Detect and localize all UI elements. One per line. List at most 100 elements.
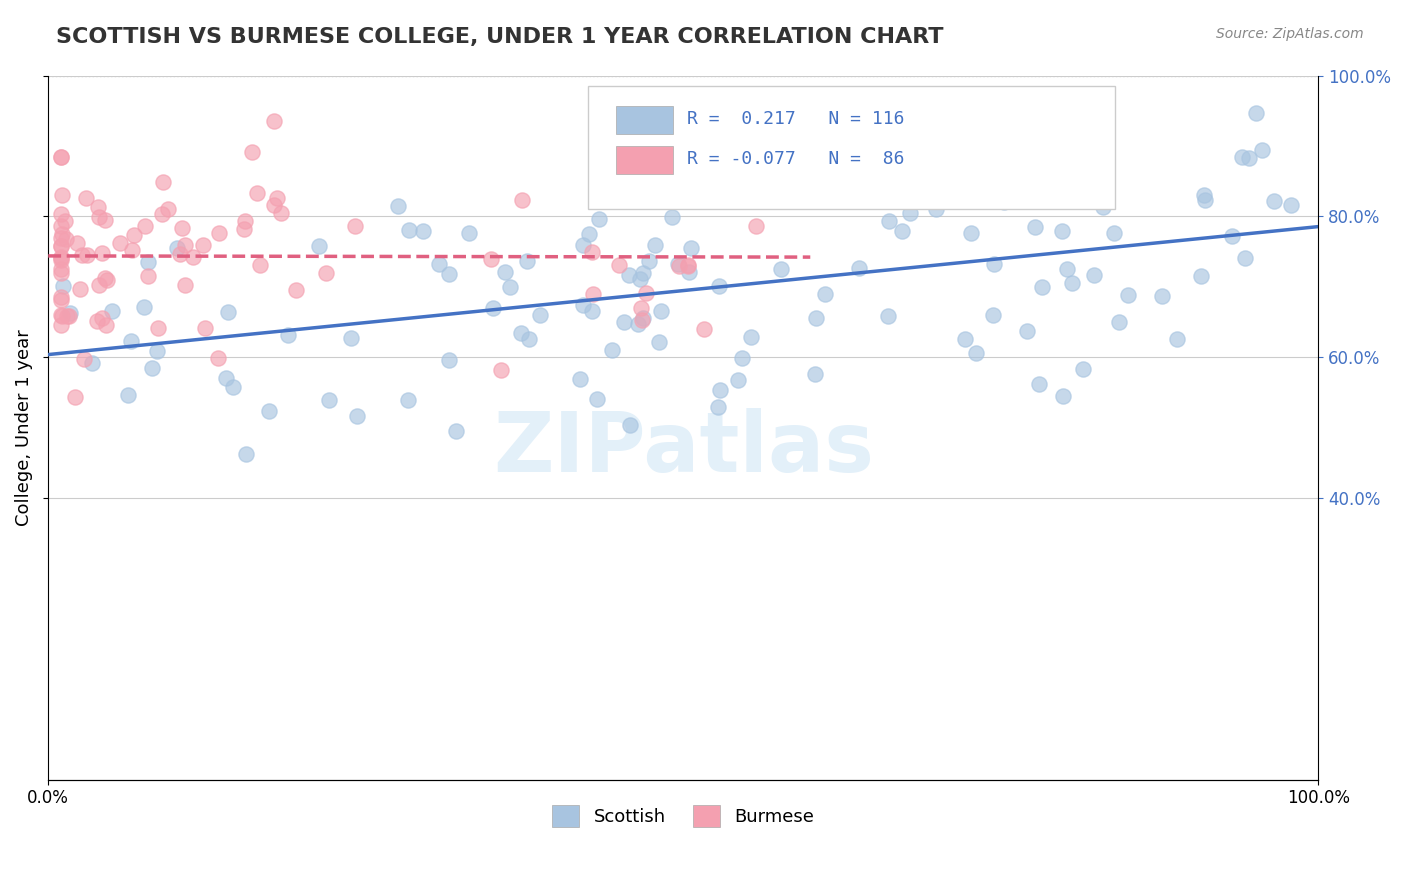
Point [49, 238, 72, 252]
Point [169, 247, 191, 261]
Point [257, 404, 280, 418]
Point [69, 282, 91, 296]
Point [666, 257, 689, 271]
Point [266, 191, 288, 205]
Point [194, 321, 217, 335]
Text: R =  0.217   N = 116: R = 0.217 N = 116 [688, 111, 904, 128]
Point [166, 242, 188, 256]
Point [173, 277, 195, 292]
Point [49, 290, 72, 304]
Point [59, 306, 82, 320]
Point [516, 254, 538, 268]
Point [925, 202, 948, 216]
Point [569, 372, 592, 386]
Point [499, 280, 522, 294]
Point [277, 328, 299, 343]
Point [676, 258, 699, 272]
Point [1108, 315, 1130, 329]
Point [53, 214, 76, 228]
Point [49, 261, 72, 276]
Point [1150, 289, 1173, 303]
Point [581, 244, 603, 259]
Point [1052, 389, 1074, 403]
Point [344, 219, 367, 234]
Point [877, 214, 900, 228]
Point [1031, 279, 1053, 293]
Point [607, 258, 630, 272]
Text: ZIPatlas: ZIPatlas [492, 409, 873, 489]
Point [427, 257, 450, 271]
Point [1104, 226, 1126, 240]
Point [444, 424, 467, 438]
Point [517, 333, 540, 347]
Point [346, 409, 368, 423]
Bar [616, 146, 673, 174]
Point [678, 259, 700, 273]
Point [49, 150, 72, 164]
Point [731, 351, 754, 366]
Point [52, 278, 75, 293]
Point [270, 205, 292, 219]
Point [51, 227, 73, 241]
Point [87, 210, 110, 224]
Point [49, 318, 72, 332]
Point [49, 293, 72, 308]
Point [49, 253, 72, 268]
Point [1192, 188, 1215, 202]
Point [709, 383, 731, 397]
Point [141, 360, 163, 375]
Point [75, 191, 97, 205]
Point [529, 309, 551, 323]
Y-axis label: College, Under 1 year: College, Under 1 year [15, 329, 32, 526]
Point [1071, 361, 1094, 376]
Point [233, 222, 256, 236]
Point [1017, 324, 1039, 338]
Point [993, 194, 1015, 209]
Point [1244, 105, 1267, 120]
Point [898, 206, 921, 220]
Point [571, 237, 593, 252]
Point [73, 351, 96, 366]
Point [94, 318, 117, 332]
Point [222, 380, 245, 394]
Point [814, 286, 837, 301]
Point [1237, 151, 1260, 165]
Point [51, 188, 73, 202]
Point [285, 283, 308, 297]
Point [1052, 223, 1074, 237]
Point [482, 301, 505, 316]
Point [1234, 251, 1257, 265]
Legend: Scottish, Burmese: Scottish, Burmese [546, 797, 821, 834]
Point [1189, 269, 1212, 284]
Point [908, 187, 931, 202]
Point [1230, 150, 1253, 164]
Point [66, 236, 89, 251]
Point [55, 232, 77, 246]
Point [942, 133, 965, 147]
Point [1091, 200, 1114, 214]
Point [644, 237, 666, 252]
Point [398, 223, 420, 237]
Point [457, 227, 479, 241]
Point [90, 245, 112, 260]
Point [49, 207, 72, 221]
Point [207, 227, 229, 241]
Point [339, 331, 361, 345]
Point [1024, 219, 1046, 234]
Point [744, 219, 766, 233]
Point [848, 260, 870, 275]
Point [49, 250, 72, 264]
Text: SCOTTISH VS BURMESE COLLEGE, UNDER 1 YEAR CORRELATION CHART: SCOTTISH VS BURMESE COLLEGE, UNDER 1 YEA… [56, 27, 943, 46]
Point [58, 309, 80, 323]
Point [49, 238, 72, 252]
Point [134, 219, 156, 233]
Point [117, 388, 139, 402]
Point [707, 187, 730, 202]
Point [263, 198, 285, 212]
Point [794, 135, 817, 149]
Point [1028, 377, 1050, 392]
Point [630, 312, 652, 326]
Point [76, 248, 98, 262]
Point [152, 175, 174, 189]
Point [707, 278, 730, 293]
